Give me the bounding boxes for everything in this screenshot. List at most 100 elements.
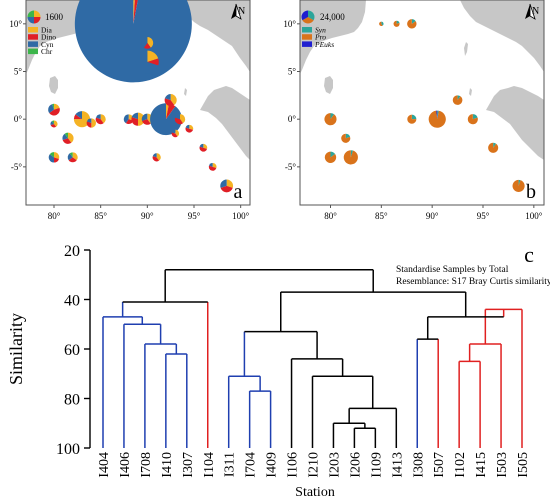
station-pie-slice xyxy=(52,103,54,110)
station-pie xyxy=(48,152,60,163)
map-a-nicobar-islands xyxy=(184,88,187,96)
station-pie-slice xyxy=(125,119,134,125)
station-pie xyxy=(48,103,60,116)
lat-tick-label: -5° xyxy=(285,162,296,172)
station-pie-slice xyxy=(62,138,72,144)
dendrogram-y-tick-label: 20 xyxy=(64,243,80,260)
station-pie xyxy=(220,179,234,193)
station-pie xyxy=(62,132,74,144)
station-pie-slice xyxy=(208,162,213,167)
map-b-pies xyxy=(324,19,525,193)
station-pie-slice xyxy=(472,114,478,120)
dendrogram-leaf-label: I203 xyxy=(327,452,342,478)
station-pie-slice xyxy=(91,118,97,128)
dendrogram-y-axis: 20 40 60 80 100 xyxy=(56,243,91,458)
dendrogram-y-tick-label: 60 xyxy=(64,342,80,359)
station-pie xyxy=(324,151,337,164)
station-pie-slice xyxy=(123,114,129,124)
legend-entry-label: Pro xyxy=(314,33,326,42)
station-pie xyxy=(174,114,186,125)
station-pie-slice xyxy=(407,19,417,29)
station-pie-slice xyxy=(67,153,73,161)
station-pie-slice xyxy=(49,152,54,158)
station-pie-slice xyxy=(341,133,351,143)
legend-b-pie-slice xyxy=(301,10,308,21)
dendrogram-y-axis-title: Similarity xyxy=(6,313,26,385)
panel-a-label: a xyxy=(234,181,243,203)
station-pie-slice xyxy=(175,114,180,120)
station-pie-slice xyxy=(51,120,54,124)
station-pie-slice xyxy=(330,113,335,120)
map-b-sri-lanka xyxy=(324,76,333,94)
station-pie-slice xyxy=(135,50,159,74)
dendrogram-leaf-labels: I404 I406 I708 I410 I307 I104 I311 I704 I409 I106… xyxy=(97,452,531,478)
station-pie-slice xyxy=(324,151,337,164)
station-pie-slice xyxy=(62,133,68,140)
station-pie-slice xyxy=(131,117,138,126)
station-pie xyxy=(324,113,337,126)
dendrogram-leaf-label: I307 xyxy=(181,452,196,478)
lat-tick-label: 0° xyxy=(14,114,23,124)
station-pie-slice xyxy=(396,20,400,24)
north-arrow-b-right-icon xyxy=(529,3,536,20)
station-pie-slice xyxy=(171,132,178,138)
station-pie-slice xyxy=(226,179,234,188)
station-pie-slice xyxy=(68,132,74,143)
dendrogram-panel-c: c Standardise Samples by Total Resemblan… xyxy=(6,242,550,499)
station-pie-slice xyxy=(74,0,192,83)
station-pie-slice xyxy=(73,114,82,120)
station-pie-slice xyxy=(100,114,106,124)
dendrogram-leaf-label: I704 xyxy=(244,452,259,478)
station-pie-slice xyxy=(95,117,104,125)
station-pie-slice xyxy=(180,114,186,124)
station-pie xyxy=(171,129,180,138)
station-pie xyxy=(407,19,417,29)
north-arrow-a-right-icon xyxy=(235,3,242,20)
station-pie xyxy=(452,95,463,105)
map-b-nicobar-islands xyxy=(469,88,472,96)
station-pie-slice xyxy=(350,150,354,158)
station-pie-slice xyxy=(437,110,439,120)
station-pie-slice xyxy=(170,94,177,106)
lon-tick-label: 85° xyxy=(94,211,107,221)
station-pie-slice xyxy=(164,94,171,101)
legend-b-pie-slice xyxy=(308,10,315,21)
dendrogram-leaf-label: I102 xyxy=(453,452,468,478)
lat-tick-label: 5° xyxy=(14,67,23,77)
station-pie-slice xyxy=(48,104,54,114)
station-pie-slice xyxy=(411,114,417,120)
station-pie-slice xyxy=(141,37,148,48)
station-pie-slice xyxy=(493,142,497,148)
station-pie-slice xyxy=(156,153,161,161)
lon-tick-label: 80° xyxy=(324,211,337,221)
map-panel-b: 10° 5° 0° -5° 80° 85° 90° 95° 100° 24,000 SynPro… xyxy=(283,0,545,221)
map-b-frame xyxy=(299,0,545,206)
legend-b-scale-value: 24,000 xyxy=(320,12,345,22)
dendrogram-leaf-label: I410 xyxy=(160,452,175,478)
legend-entry-label: Syn xyxy=(315,26,326,35)
station-pie xyxy=(152,153,161,162)
lat-tick-label: 0° xyxy=(288,114,297,124)
station-pie-slice xyxy=(147,50,159,62)
station-pie xyxy=(185,124,194,133)
legend-a-pie xyxy=(27,10,41,24)
station-pie-slice xyxy=(68,157,77,163)
dendrogram-annotation-line-2: Resemblance: S17 Bray Curtis similarity xyxy=(396,277,550,287)
dendrogram-leaf-label: I409 xyxy=(265,452,280,478)
north-arrow-a-label: N xyxy=(238,6,245,17)
station-pie-slice xyxy=(50,121,54,126)
station-pie xyxy=(512,179,525,193)
legend-swatch xyxy=(28,34,38,40)
map-b-india-coast xyxy=(300,0,366,74)
lon-tick-label: 90° xyxy=(141,211,154,221)
station-pie-slice xyxy=(324,113,337,126)
station-pie xyxy=(67,152,78,163)
station-pie-slice xyxy=(171,129,176,134)
north-arrow-b-label: N xyxy=(532,6,539,17)
dendrogram-annotation-line-1: Standardise Samples by Total xyxy=(396,265,509,275)
station-pie-slice xyxy=(175,129,180,137)
station-pie-slice xyxy=(147,58,159,66)
station-pie-slice xyxy=(49,107,60,116)
north-arrow-b-left-icon xyxy=(525,4,530,19)
dendrogram-leaf-label: I503 xyxy=(495,452,510,478)
